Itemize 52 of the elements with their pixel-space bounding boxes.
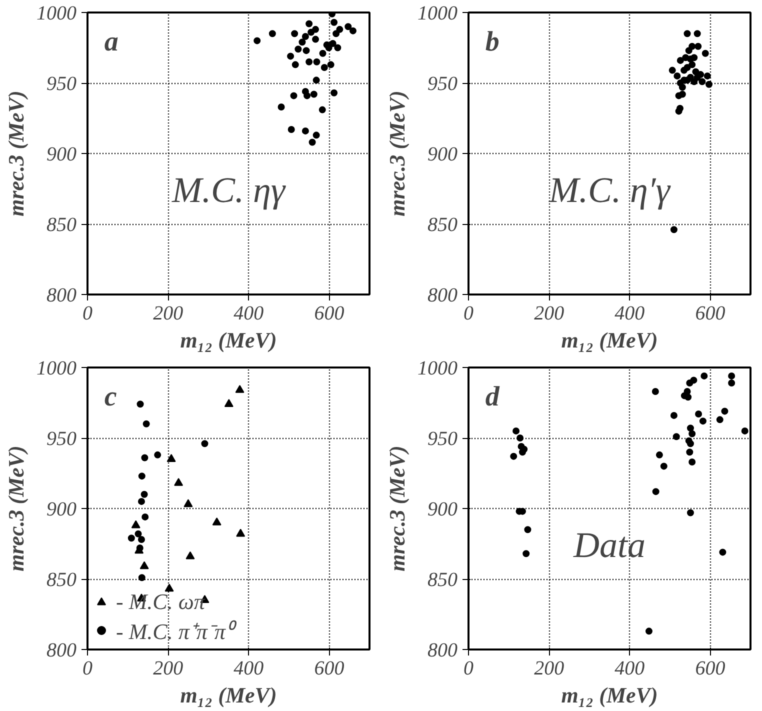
y-tick-label: 1000 [418, 2, 458, 24]
x-tick-label: 200 [534, 658, 564, 680]
x-tick-label: 400 [614, 658, 645, 680]
y-tick-label: 850 [428, 569, 458, 591]
y-tick-label: 800 [46, 284, 76, 306]
x-axis-title: m₁₂ (MeV) [180, 682, 277, 708]
y-tick-label: 900 [428, 498, 458, 520]
y-tick-label: 1000 [36, 2, 76, 24]
x-tick-label: 200 [153, 658, 184, 680]
annotation: M.C. η′γ [548, 170, 671, 210]
x-tick-label: 600 [695, 658, 726, 680]
y-tick-label: 900 [46, 498, 76, 520]
x-tick-label: 0 [82, 302, 92, 324]
y-tick-label: 950 [46, 73, 76, 95]
annotation: M.C. ηγ [170, 170, 286, 210]
x-axis-title: m₁₂ (MeV) [561, 682, 658, 708]
x-tick-label: 0 [464, 302, 474, 324]
x-tick-label: 200 [534, 302, 564, 324]
y-axis-title: mrec.3 (MeV) [384, 90, 410, 216]
x-tick-label: 600 [695, 302, 726, 324]
legend-label: - M.C. ωπ [116, 589, 205, 615]
y-tick-label: 950 [428, 73, 458, 95]
y-tick-label: 800 [428, 640, 458, 662]
y-axis-title: mrec.3 (MeV) [4, 90, 28, 216]
x-tick-label: 400 [234, 302, 264, 324]
y-tick-label: 1000 [418, 358, 458, 380]
y-tick-label: 900 [428, 144, 458, 166]
y-tick-label: 850 [46, 214, 76, 236]
x-axis-title: m₁₂ (MeV) [561, 328, 658, 352]
text: b [485, 26, 500, 58]
text: c [104, 382, 118, 413]
y-tick-label: 900 [46, 144, 76, 166]
y-tick-label: 950 [46, 428, 76, 450]
x-tick-label: 400 [614, 302, 645, 324]
text: a [104, 26, 118, 58]
y-tick-label: 850 [46, 569, 76, 591]
y-tick-label: 800 [428, 284, 458, 306]
x-tick-label: 600 [314, 658, 344, 680]
y-tick-label: 1000 [36, 358, 76, 380]
x-tick-label: 0 [464, 658, 474, 680]
text: d [485, 382, 500, 413]
x-tick-label: 600 [314, 302, 344, 324]
y-tick-label: 950 [428, 428, 458, 450]
annotation: Data [572, 524, 646, 565]
x-tick-label: 200 [153, 302, 184, 324]
y-axis-title: mrec.3 (MeV) [4, 446, 28, 572]
y-axis-title: mrec.3 (MeV) [384, 446, 410, 572]
x-tick-label: 0 [82, 658, 92, 680]
y-tick-label: 850 [428, 214, 458, 236]
x-tick-label: 400 [234, 658, 264, 680]
x-axis-title: m₁₂ (MeV) [180, 328, 277, 352]
y-tick-label: 800 [46, 640, 76, 662]
